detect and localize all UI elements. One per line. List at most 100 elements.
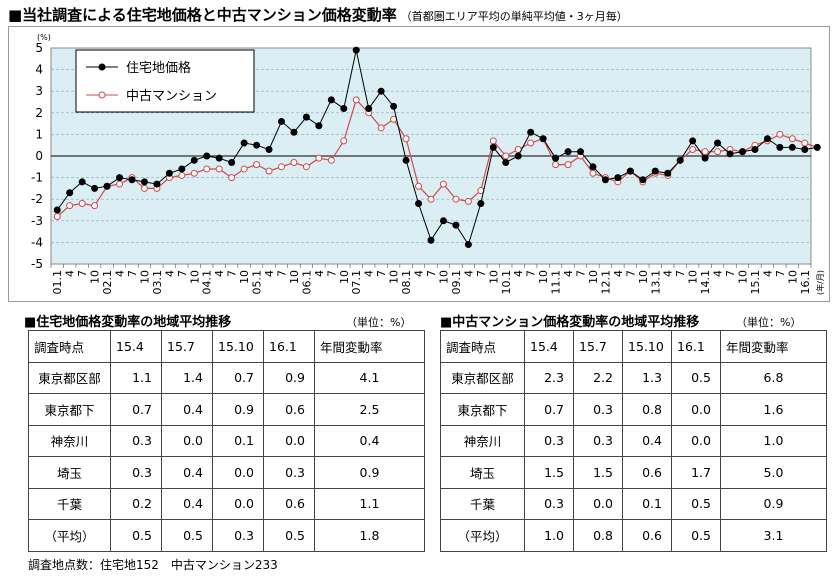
- land-price-point: [439, 217, 447, 225]
- used-condo-point: [178, 171, 186, 179]
- y-tick-label: -2: [31, 192, 43, 206]
- x-tick-label: 7: [275, 270, 288, 277]
- used-condo-point: [228, 174, 236, 182]
- x-tick-label: 10: [238, 270, 251, 284]
- x-tick-label: 4: [114, 270, 127, 277]
- land-price-point: [689, 137, 697, 145]
- land-table-unit: （単位：%）: [346, 316, 412, 329]
- land-value-cell: 0.0: [161, 424, 213, 457]
- x-tick-label: 4: [562, 270, 575, 277]
- condo-header-cell: 調査時点: [440, 330, 525, 363]
- used-condo-point: [801, 139, 809, 147]
- land-value-cell: 0.1: [212, 424, 264, 457]
- y-tick-label: 5: [35, 41, 43, 55]
- legend-marker-used-condo: [98, 91, 106, 99]
- x-tick-label: 4: [612, 270, 625, 277]
- x-tick-label: 10: [338, 270, 351, 284]
- land-price-point: [340, 104, 348, 112]
- y-tick-label: 1: [35, 127, 43, 141]
- x-tick-label: 10: [587, 270, 600, 284]
- land-value-cell: 0.5: [263, 519, 315, 552]
- land-price-point: [203, 152, 211, 160]
- used-condo-point: [116, 180, 124, 188]
- condo-annual-cell: 6.8: [720, 361, 827, 394]
- land-table-row: 千葉 0.2 0.4 0.0 0.6 1.1: [28, 487, 425, 520]
- used-condo-point: [203, 165, 211, 173]
- condo-header-cell: 15.7: [573, 330, 623, 363]
- condo-value-cell: 0.0: [671, 393, 721, 426]
- condo-value-cell: 0.6: [622, 519, 672, 552]
- x-tick-label: 7: [475, 270, 488, 277]
- used-condo-point: [265, 167, 273, 175]
- land-table-row: 東京都区部 1.1 1.4 0.7 0.9 4.1: [28, 361, 425, 394]
- y-tick-label: 3: [35, 84, 43, 98]
- condo-value-cell: 0.3: [573, 424, 623, 457]
- legend-label-land-price: 住宅地価格: [126, 60, 191, 76]
- land-price-point: [527, 128, 535, 136]
- x-tick-label: 7: [724, 270, 737, 277]
- land-value-cell: 0.5: [110, 519, 162, 552]
- x-tick-label: 01.1: [51, 270, 64, 295]
- x-tick-label: 7: [525, 270, 538, 277]
- condo-header-cell: 15.10: [622, 330, 672, 363]
- condo-value-cell: 1.7: [671, 456, 721, 489]
- condo-value-cell: 0.5: [671, 361, 721, 394]
- land-region-cell: 埼玉: [28, 456, 111, 489]
- land-price-point: [315, 122, 323, 130]
- used-condo-point: [140, 184, 148, 192]
- legend-label-used-condo: 中古マンション: [126, 89, 217, 104]
- condo-value-cell: 0.0: [671, 424, 721, 457]
- land-region-cell: 東京都下: [28, 393, 111, 426]
- x-tick-label: 12.1: [599, 270, 612, 295]
- used-condo-point: [402, 135, 410, 143]
- x-tick-label: 4: [662, 270, 675, 277]
- land-price-point: [153, 180, 161, 188]
- x-tick-label: 4: [712, 270, 725, 277]
- land-price-point: [751, 146, 759, 154]
- used-condo-point: [315, 154, 323, 162]
- x-tick-label: 7: [774, 270, 787, 277]
- land-price-point: [452, 221, 460, 229]
- used-condo-point: [53, 212, 61, 220]
- used-condo-point: [502, 152, 510, 160]
- land-price-point: [502, 158, 510, 166]
- land-price-point: [477, 200, 485, 208]
- used-condo-point: [689, 146, 697, 154]
- land-price-point: [552, 154, 560, 162]
- land-annual-cell: 0.9: [314, 456, 425, 489]
- land-price-point: [577, 148, 585, 156]
- land-price-point: [165, 169, 173, 177]
- condo-header-cell: 年間変動率: [720, 330, 827, 363]
- x-tick-label: 7: [624, 270, 637, 277]
- land-header-cell: 15.10: [212, 330, 264, 363]
- land-price-point: [601, 176, 609, 184]
- x-tick-label: 4: [213, 270, 226, 277]
- x-tick-label: 4: [761, 270, 774, 277]
- condo-region-cell: 千葉: [440, 487, 525, 520]
- condo-table-row: 東京都下 0.7 0.3 0.8 0.0 1.6: [440, 393, 827, 426]
- used-condo-point: [352, 96, 360, 104]
- land-price-point: [365, 104, 373, 112]
- condo-value-cell: 0.3: [573, 393, 623, 426]
- land-price-point: [801, 146, 809, 154]
- x-tick-label: 05.1: [251, 270, 264, 295]
- condo-table-row: 千葉 0.3 0.0 0.1 0.5 0.9: [440, 487, 827, 520]
- x-tick-label: 10: [89, 270, 102, 284]
- land-annual-cell: 1.8: [314, 519, 425, 552]
- x-tick-label: 06.1: [300, 270, 313, 295]
- land-header-cell: 15.4: [110, 330, 162, 363]
- land-price-point: [253, 141, 261, 149]
- y-tick-label: 2: [35, 106, 43, 120]
- page-subtitle: （首都圏エリア平均の単純平均値・3ヶ月毎）: [400, 10, 628, 23]
- x-tick-label: 10: [537, 270, 550, 284]
- land-header-cell: 調査時点: [28, 330, 111, 363]
- x-tick-label: 08.1: [400, 270, 413, 295]
- land-price-point: [726, 150, 734, 158]
- land-value-cell: 1.4: [161, 361, 213, 394]
- condo-annual-cell: 0.9: [720, 487, 827, 520]
- land-header-cell: 年間変動率: [314, 330, 425, 363]
- x-tick-label: 13.1: [649, 270, 662, 295]
- survey-point-count: 調査地点数：住宅地152 中古マンション233: [28, 558, 278, 572]
- x-tick-label: 7: [375, 270, 388, 277]
- legend-marker-land-price: [98, 63, 106, 71]
